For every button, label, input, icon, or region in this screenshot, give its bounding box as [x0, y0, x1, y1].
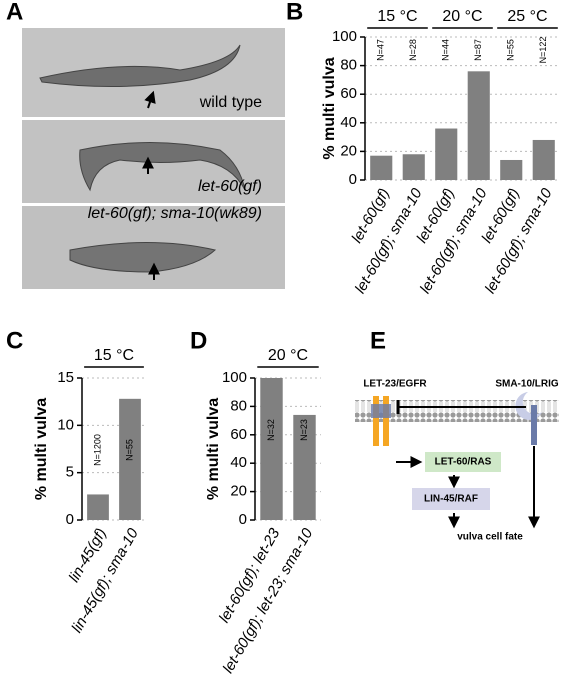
y-tick-label: 5 — [66, 464, 74, 481]
y-tick-label: 0 — [66, 511, 74, 528]
micrographs: wild type let-60(gf) let-60(gf); sma-10(… — [22, 28, 285, 289]
lrig — [515, 392, 542, 420]
y-tick-label: 10 — [57, 416, 74, 433]
y-axis-label: % multi vulva — [33, 398, 50, 500]
y-tick-label: 0 — [239, 511, 247, 528]
image-label: let-60(gf) — [198, 178, 262, 195]
panel-letter: E — [370, 327, 386, 354]
bar — [370, 155, 393, 180]
panel-letter: D — [190, 327, 207, 354]
n-label: N=47 — [376, 39, 386, 61]
n-label: N=122 — [538, 37, 548, 64]
worm — [39, 44, 241, 88]
image-label: let-60(gf); sma-10(wk89) — [88, 205, 262, 222]
lrig-stem — [531, 405, 537, 445]
bar — [293, 414, 316, 520]
node-box — [425, 452, 501, 472]
panel-letter: B — [286, 0, 303, 25]
y-axis-label: % multi vulva — [321, 57, 338, 159]
pathway-diagram: LET-23/EGFR SMA-10/LRIG LET-60/RAS LIN-4… — [355, 379, 559, 543]
receptor — [373, 396, 379, 446]
bar — [402, 154, 425, 180]
bar — [500, 159, 523, 180]
arrow — [144, 90, 156, 109]
group-label: 15 °C — [377, 8, 417, 25]
receptor-core — [371, 404, 391, 418]
n-label: N=44 — [441, 39, 451, 61]
bar — [467, 71, 490, 180]
y-tick-label: 40 — [230, 454, 247, 471]
n-label: N=55 — [506, 39, 516, 61]
y-tick-label: 20 — [230, 483, 247, 500]
y-tick-label: 100 — [222, 369, 247, 386]
node-label: LIN-45/RAF — [424, 494, 478, 505]
y-tick-label: 60 — [340, 85, 357, 102]
node-label: vulva cell fate — [457, 532, 523, 543]
image-label: wild type — [199, 94, 262, 111]
membrane — [355, 400, 559, 422]
y-tick-label: 100 — [332, 28, 357, 45]
bar — [87, 494, 109, 520]
receptor — [383, 396, 389, 446]
group-label: 15 °C — [94, 347, 134, 364]
group-label: 25 °C — [507, 8, 547, 25]
bar — [532, 139, 555, 180]
bar — [260, 378, 283, 520]
node-label: LET-60/RAS — [435, 457, 492, 468]
node-label: LET-23/EGFR — [363, 379, 427, 390]
y-tick-label: 15 — [57, 369, 74, 386]
group-label: 20 °C — [268, 347, 308, 364]
n-label: N=1200 — [92, 434, 102, 466]
y-tick-label: 40 — [340, 114, 357, 131]
n-label: N=32 — [266, 419, 276, 441]
n-label: N=23 — [299, 419, 309, 441]
n-label: N=28 — [408, 39, 418, 61]
n-label: N=55 — [124, 439, 134, 461]
y-tick-label: 80 — [230, 397, 247, 414]
bar — [435, 128, 458, 180]
node-label: SMA-10/LRIG — [495, 379, 559, 390]
panel-letter: C — [6, 327, 23, 354]
y-tick-label: 60 — [230, 426, 247, 443]
panel-letter: A — [6, 0, 23, 25]
bar — [119, 398, 141, 520]
worm — [79, 142, 246, 192]
y-tick-label: 80 — [340, 57, 357, 74]
y-axis-label: % multi vulva — [205, 398, 222, 500]
y-tick-label: 0 — [349, 171, 357, 188]
node-box — [412, 488, 490, 510]
n-label: N=87 — [473, 39, 483, 61]
worm — [69, 242, 217, 273]
group-label: 20 °C — [442, 8, 482, 25]
y-tick-label: 20 — [340, 142, 357, 159]
